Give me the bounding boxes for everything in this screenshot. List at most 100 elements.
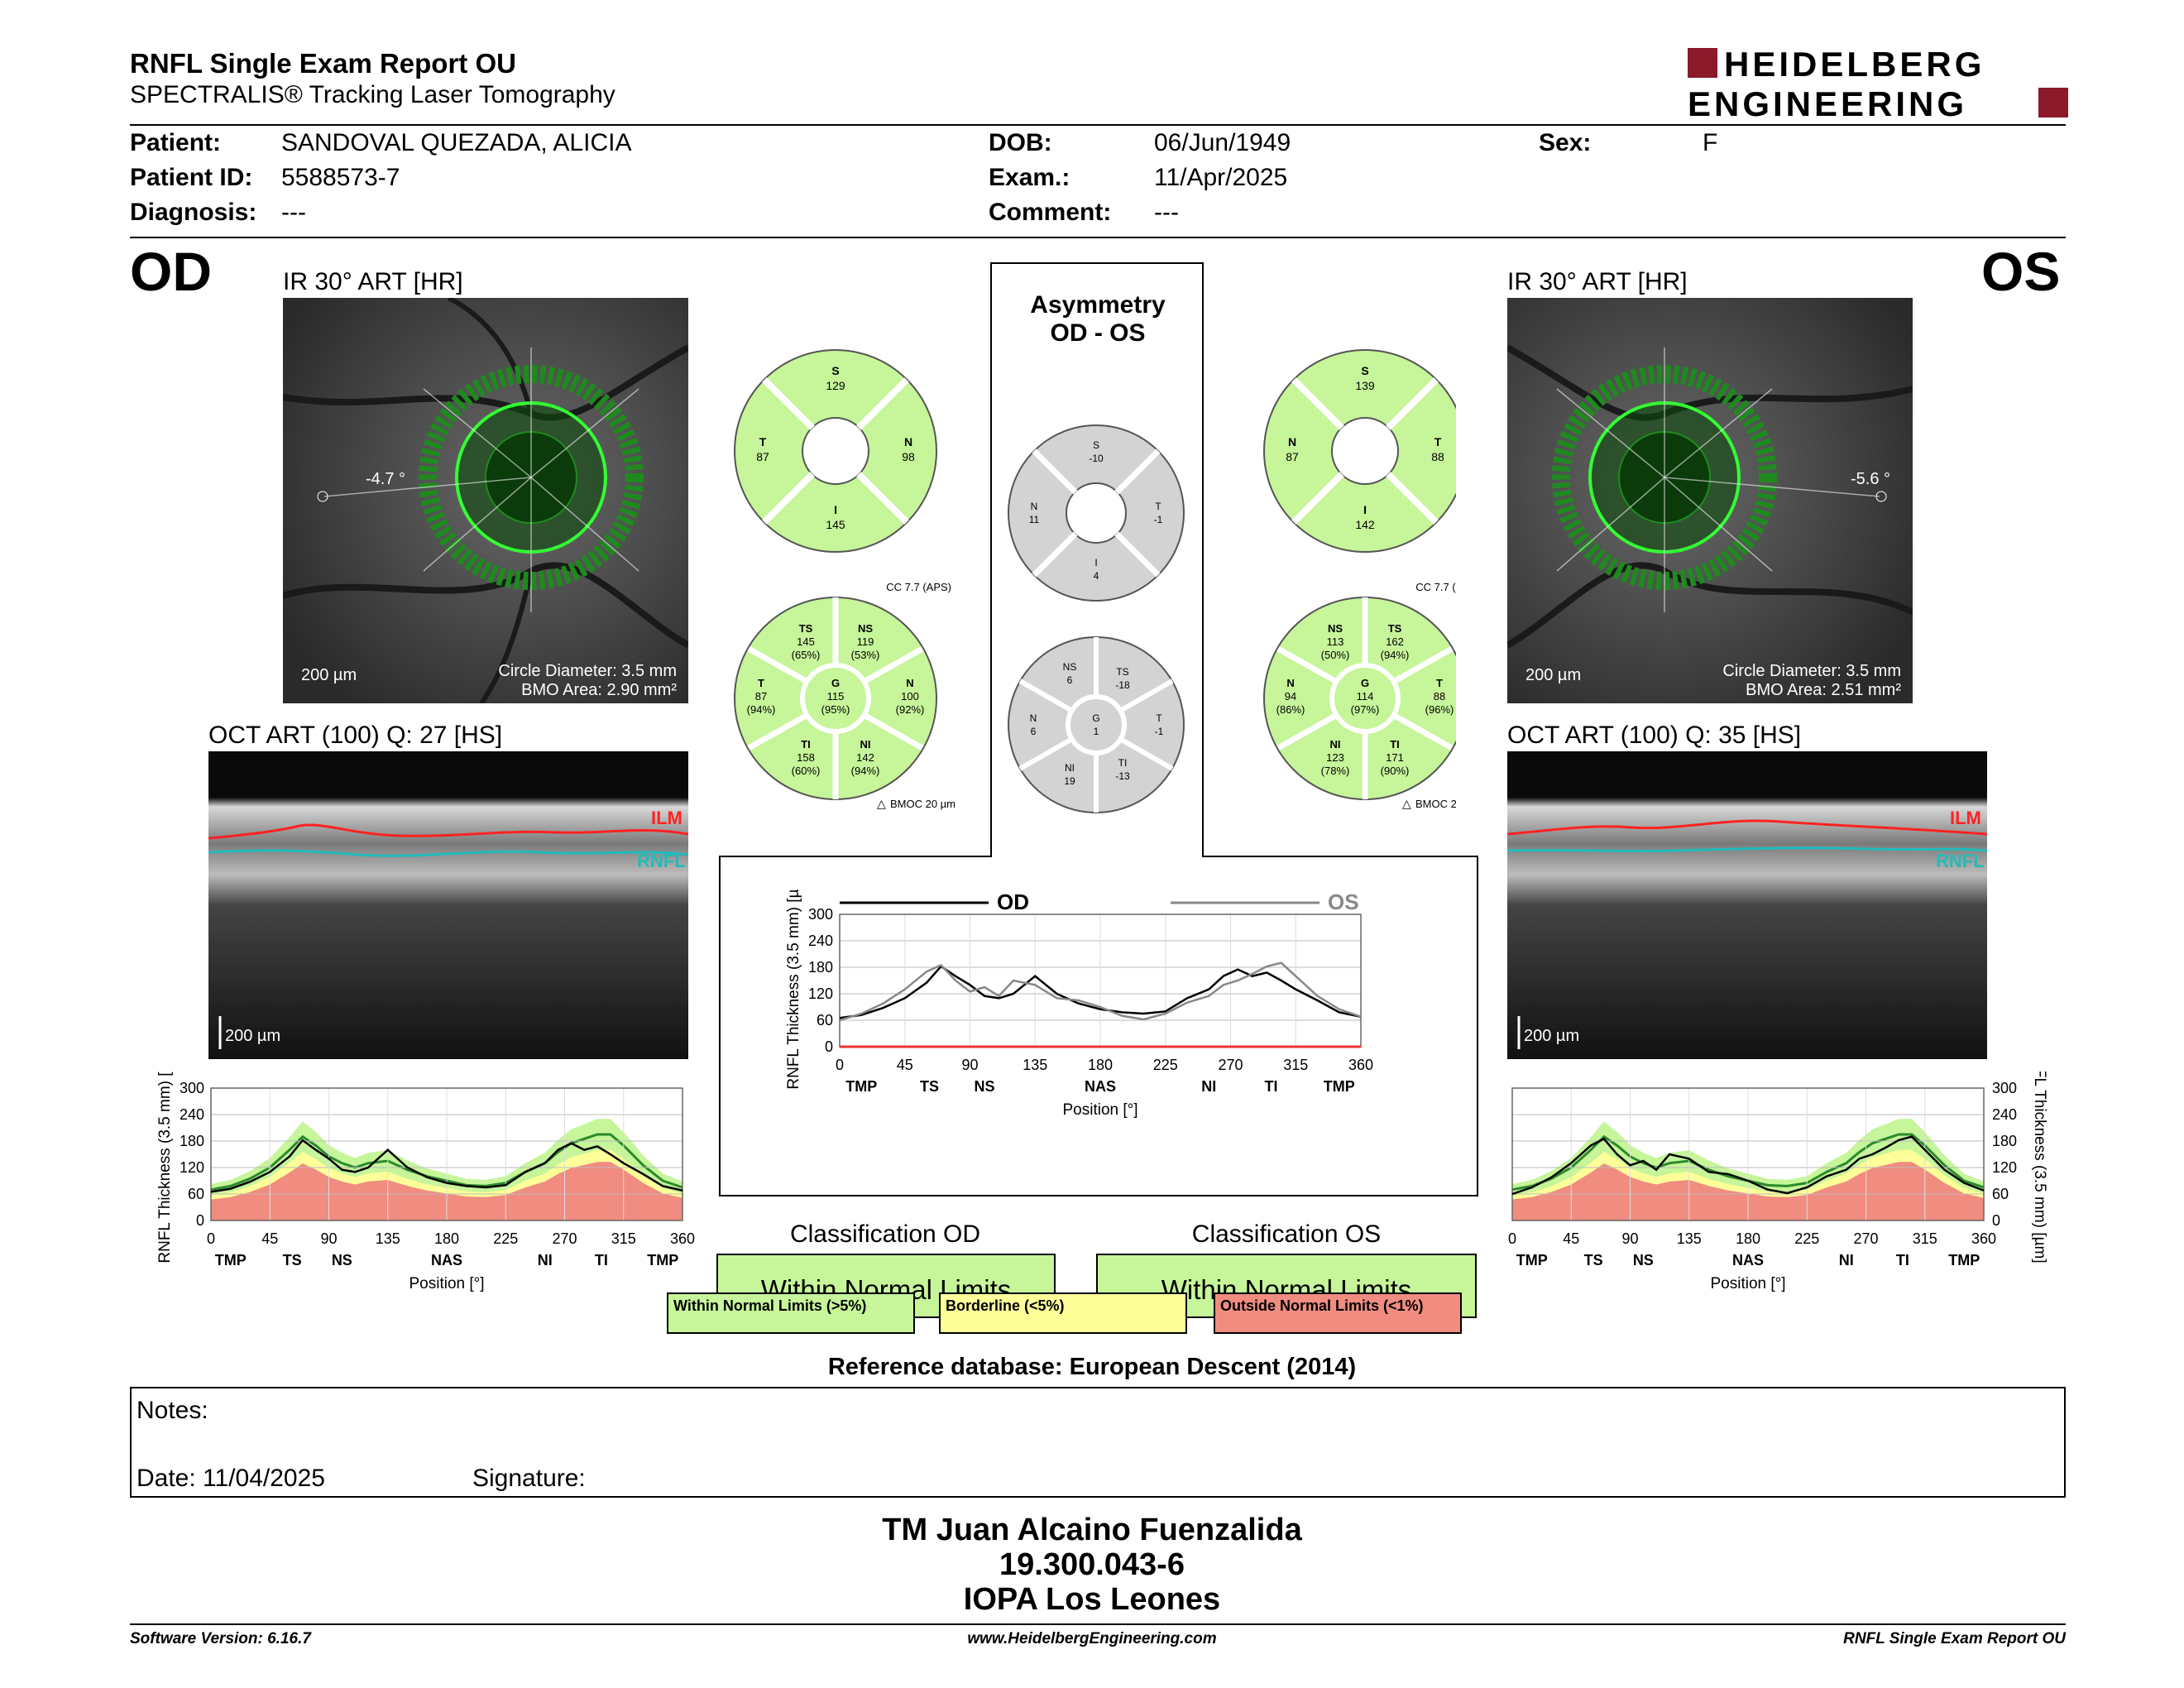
os-4-sector-diagram: S 139 N 87 T 88 I 142 <box>1263 349 1456 553</box>
comment-value: --- <box>1154 199 1179 226</box>
svg-text:S: S <box>831 364 839 377</box>
svg-text:NI: NI <box>860 738 871 750</box>
od-eye-label: OD <box>130 241 212 302</box>
sector-label: NAS <box>1732 1252 1764 1268</box>
asymmetry-thickness-chart: 0 60 120 180 240 300 0 45 90 135 180 225 270 315 360 TM… <box>785 890 1373 1119</box>
x-tick-label: 315 <box>611 1230 636 1247</box>
x-tick-label: 90 <box>961 1057 978 1073</box>
x-tick-label: 0 <box>836 1057 844 1073</box>
svg-text:TI: TI <box>1390 738 1400 750</box>
os-oct-image: ILM RNFL 200 µm <box>1507 751 1987 1059</box>
y-tick-label: 60 <box>817 1012 833 1029</box>
patient-id: 5588573-7 <box>281 164 400 191</box>
x-tick-label: 90 <box>1621 1230 1638 1247</box>
x-tick-label: 270 <box>1218 1057 1243 1073</box>
classification-od-title: Classification OD <box>789 1220 981 1248</box>
svg-text:ILM: ILM <box>1950 808 1981 828</box>
od-fundus-image: -4.7 ° 200 µm Circle Diameter: 3.5 mm BM… <box>283 298 688 703</box>
date-label: Date: 11/04/2025 <box>136 1465 325 1492</box>
svg-text:-13: -13 <box>1115 770 1130 782</box>
x-tick-label: 135 <box>1677 1230 1702 1247</box>
heidelberg-logo: HEIDELBERG ENGINEERING <box>1688 43 2068 123</box>
svg-text:200 µm: 200 µm <box>225 1027 280 1045</box>
svg-text:98: 98 <box>902 450 915 463</box>
os-scale: 200 µm <box>1525 666 1582 684</box>
od-oct-title: OCT ART (100) Q: 27 [HS] <box>208 722 503 749</box>
svg-text:NS: NS <box>1063 661 1077 673</box>
svg-text:(78%): (78%) <box>1321 765 1350 777</box>
sector-label: NS <box>332 1252 352 1268</box>
y-tick-label: 60 <box>1992 1186 2009 1202</box>
os-fundus-image: -5.6 ° 200 µm Circle Diameter: 3.5 mm BM… <box>1507 298 1913 703</box>
svg-text:139: 139 <box>1355 379 1375 392</box>
sex-label: Sex: <box>1539 129 1592 156</box>
svg-text:T: T <box>758 677 764 689</box>
signature-label: Signature: <box>472 1465 586 1492</box>
svg-text:CC 7.7 (APS): CC 7.7 (APS) <box>886 581 951 593</box>
svg-text:119: 119 <box>857 635 874 648</box>
plot-frame <box>210 1087 683 1221</box>
svg-text:N: N <box>1030 712 1037 724</box>
svg-text:T: T <box>759 435 767 448</box>
od-4-sector-diagram: S 129 T 87 N 98 I 145 <box>734 349 937 553</box>
x-tick-label: 225 <box>1794 1230 1819 1247</box>
x-tick-label: 270 <box>1853 1230 1878 1247</box>
x-tick-label: 315 <box>1283 1057 1308 1073</box>
y-tick-label: 120 <box>808 985 833 1002</box>
y-tick-label: 120 <box>1992 1159 2017 1176</box>
y-tick-label: 120 <box>180 1159 204 1176</box>
footer-website: www.HeidelbergEngineering.com <box>967 1630 1217 1647</box>
x-tick-label: 360 <box>670 1230 695 1247</box>
os-thickness-chart: 0 60 120 180 240 300 0 45 90 135 180 225 270 315 360 TM… <box>1508 1072 2048 1292</box>
legend-os-label: OS <box>1328 890 1359 914</box>
sector-label: TMP <box>1948 1252 1980 1268</box>
svg-text:BMOC 26 µm: BMOC 26 µm <box>1415 798 1456 810</box>
svg-text:(94%): (94%) <box>747 703 776 716</box>
od-scale: 200 µm <box>301 666 357 684</box>
svg-text:NI: NI <box>1330 738 1341 750</box>
svg-text:T: T <box>1156 712 1162 724</box>
svg-text:94: 94 <box>1285 690 1296 703</box>
y-tick-label: 180 <box>180 1133 204 1149</box>
svg-text:11: 11 <box>1029 514 1040 525</box>
sector-label: TI <box>595 1252 608 1268</box>
svg-text:114: 114 <box>1357 690 1374 703</box>
svg-text:I: I <box>1363 503 1367 516</box>
x-tick-label: 45 <box>261 1230 278 1247</box>
svg-text:-1: -1 <box>1154 514 1163 525</box>
series-line-od <box>839 965 1362 1019</box>
x-tick-label: 0 <box>1508 1230 1516 1247</box>
signature-rut: 19.300.043-6 <box>999 1547 1185 1582</box>
svg-text:(86%): (86%) <box>1276 703 1305 716</box>
y-tick-label: 180 <box>1992 1133 2017 1149</box>
x-tick-label: 225 <box>493 1230 518 1247</box>
sector-label: NI <box>1201 1078 1216 1095</box>
sector-label: TMP <box>845 1078 877 1095</box>
y-tick-label: 240 <box>808 933 833 949</box>
series-line-profile <box>1511 1135 1985 1196</box>
x-tick-label: 180 <box>1088 1057 1113 1073</box>
x-tick-label: 0 <box>207 1230 215 1247</box>
y-axis-label: RNFL Thickness (3.5 mm) [µm] <box>156 1072 174 1264</box>
legend-borderline: Borderline (<5%) <box>939 1292 1187 1334</box>
signature-clinic: IOPA Los Leones <box>963 1582 1221 1617</box>
y-tick-label: 240 <box>180 1106 204 1123</box>
x-tick-label: 180 <box>1736 1230 1760 1247</box>
svg-text:145: 145 <box>797 635 815 648</box>
svg-text:△: △ <box>1402 797 1411 810</box>
footer-software-version: Software Version: 6.16.7 <box>130 1630 311 1647</box>
diagnosis-value: --- <box>281 199 306 226</box>
od-circle-diameter: Circle Diameter: 3.5 mm <box>498 662 677 680</box>
sector-label: NAS <box>1085 1078 1116 1095</box>
x-tick-label: 225 <box>1153 1057 1178 1073</box>
svg-text:S: S <box>1093 439 1099 451</box>
os-angle: -5.6 ° <box>1851 470 1891 488</box>
legend-outside-normal: Outside Normal Limits (<1%) <box>1214 1292 1462 1334</box>
svg-text:N: N <box>1288 435 1296 448</box>
x-tick-label: 180 <box>434 1230 459 1247</box>
od-ir-title: IR 30° ART [HR] <box>283 268 463 295</box>
x-tick-label: 45 <box>1563 1230 1579 1247</box>
series-line-os <box>839 961 1362 1022</box>
